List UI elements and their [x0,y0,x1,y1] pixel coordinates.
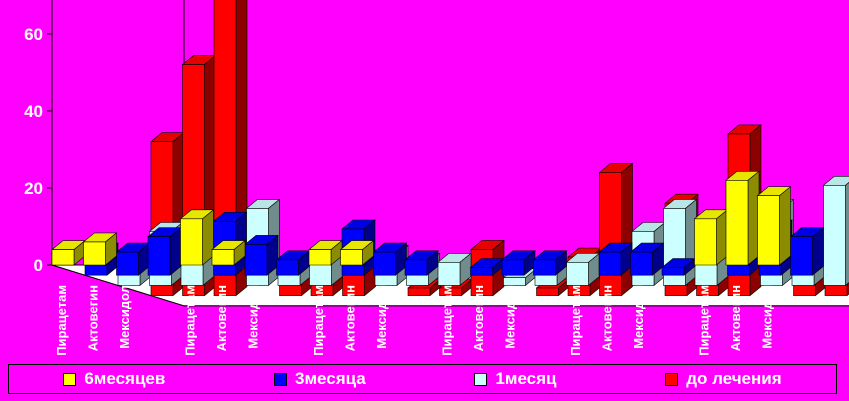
bar-front [470,267,493,276]
bar-до лечения-4-3 [598,162,634,297]
x-category-label: Пирацетам [568,285,583,356]
legend-label-3months: 3месяца [295,369,366,388]
legend-swatch-6months [63,372,77,386]
x-category-label: Мексидол [760,285,775,349]
bar-1месяц-3-3 [437,252,472,287]
bar-front [661,267,685,276]
bar-front [725,180,749,266]
x-category-label: Пирацетам [54,285,69,356]
bar-front [790,236,813,276]
x-category-label: Актовегин [728,285,743,351]
chart-legend: 6месяцев 3месяца 1месяц до лечения [8,364,837,394]
bar-front [308,249,332,266]
y-tick-label: 40 [24,102,43,121]
legend-item-3months: 3месяца [274,369,366,389]
bar-front [180,218,203,266]
legend-item-before-treatment: до лечения [665,369,782,389]
bar-6месяцев-3-2 [339,239,375,266]
bar-6месяцев-6-1 [693,209,729,266]
bar-6месяцев-1-1 [51,239,86,266]
x-category-label: Мексидол [503,285,518,349]
legend-label-6months: 6месяцев [84,369,166,388]
bar-front [51,249,75,266]
bar-3месяца-4-3 [532,250,568,276]
legend-label-before-treatment: до лечения [686,369,782,388]
x-category-label: Мексидол [246,285,261,349]
bar-front [823,185,846,286]
bar-front [407,287,431,296]
bar-6месяцев-1-2 [82,232,118,266]
x-category-label: Пирацетам [311,285,326,356]
bar-side [779,186,791,266]
bar-6месяцев-3-1 [308,239,343,266]
bar-3месяца-3-2 [372,242,408,276]
y-tick-label: 60 [24,25,43,44]
bar-front [244,244,268,276]
bar-1месяц-4-3 [565,252,601,287]
bar-front [598,251,622,276]
legend-swatch-before-treatment [665,372,679,386]
bar-front [757,195,780,266]
x-category-label: Актовегин [214,285,229,351]
bar-6месяцев-2-1 [179,209,215,266]
legend-swatch-3months [274,372,287,386]
bar-side [845,182,849,287]
bar-3месяца-4-2 [501,250,536,276]
bar-6месяцев-6-2 [725,170,760,266]
bar-3месяца-6-3 [789,227,825,276]
x-category-label: Актовегин [86,285,101,351]
y-tick-label: 20 [24,179,43,198]
bar-front [147,236,171,276]
bar-front [501,259,525,276]
bar-front [503,277,526,286]
bar-front [309,261,332,286]
bar-1месяц-6-3 [822,176,849,287]
bar-front [373,251,396,276]
legend-item-1month: 1месяц [474,369,557,389]
bar-3месяца-1-3 [147,227,182,276]
x-category-label: Актовегин [471,285,486,351]
bar-side [621,162,633,297]
bar-6месяцев-6-3 [756,186,792,266]
bar-front [276,259,299,276]
bar-3месяца-5-2 [629,242,665,276]
bar-front [116,251,139,276]
bar-front [439,287,462,296]
bar-3месяца-5-1 [598,242,633,276]
x-category-label: Пирацетам [183,285,198,356]
bar-front [437,261,461,286]
bar-front [533,259,556,276]
bar-front [83,241,106,266]
legend-swatch-1month [474,372,488,386]
x-category-label: Пирацетам [440,285,455,356]
bar-front [340,249,363,266]
bar-6месяцев-2-2 [211,239,246,266]
x-category-label: Мексидол [117,285,132,349]
x-category-label: Мексидол [374,285,389,349]
bar-3месяца-2-2 [244,234,279,276]
bar-front [630,251,653,276]
legend-item-6months: 6месяцев [63,369,165,389]
x-category-label: Актовегин [343,285,358,351]
bar-front [599,172,622,296]
x-category-label: Актовегин [600,285,615,351]
x-category-label: Пирацетам [697,285,712,356]
bar-front [536,287,559,296]
bar-front [211,249,235,266]
bar-front [694,218,717,266]
bar-front [566,261,589,286]
bar-3месяца-3-3 [404,250,439,276]
legend-label-1month: 1месяц [495,369,557,388]
bar-3месяца-1-2 [115,242,151,276]
y-tick-label: 0 [34,256,43,275]
bars-group [51,0,849,297]
bar-top [822,176,849,186]
x-category-label: Мексидол [631,285,646,349]
bar-front [404,259,428,276]
